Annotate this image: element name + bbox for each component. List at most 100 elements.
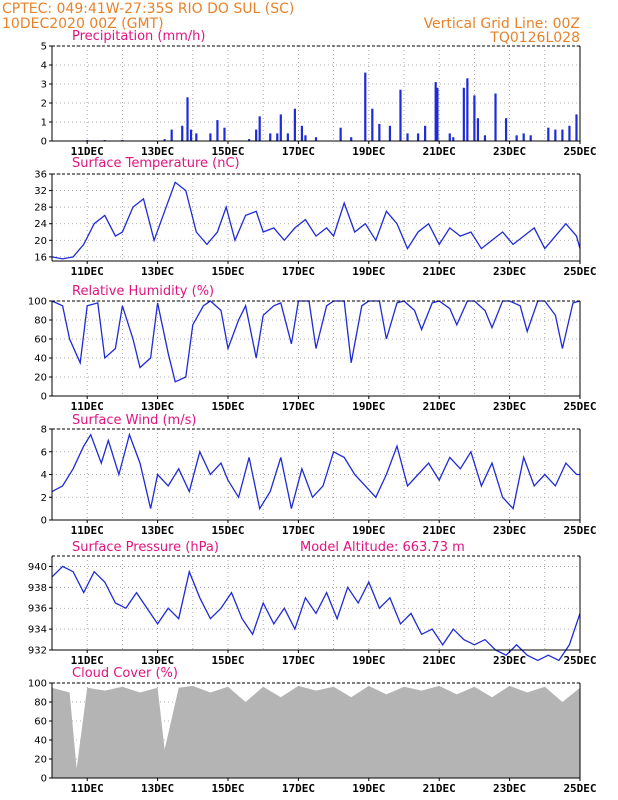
temperature-ytick: 20 (34, 236, 47, 247)
cloud-cover-xtick: 15DEC (211, 782, 244, 795)
precip-bar (436, 87, 439, 141)
cloud-cover-ytick: 0 (41, 774, 47, 785)
precip-bar (314, 137, 318, 141)
precipitation-title: Precipitation (mm/h) (72, 29, 205, 44)
humidity-xtick: 13DEC (141, 400, 174, 413)
precip-bar (483, 135, 487, 141)
pressure-ytick: 934 (28, 625, 47, 636)
precipitation-xtick: 17DEC (282, 145, 315, 158)
precip-bar (434, 82, 437, 141)
humidity-ytick: 40 (34, 354, 47, 365)
precipitation-xtick: 13DEC (141, 145, 174, 158)
wind-panel: Surface Wind (m/s) 0 2 4 6 8 11DEC 13DEC 15DEC 17… (41, 413, 597, 537)
precip-bar (378, 123, 381, 141)
precip-bar (575, 114, 578, 141)
precip-bar (473, 95, 476, 141)
precipitation-xtick: 19DEC (352, 145, 385, 158)
precip-bar (494, 93, 497, 141)
temperature-xtick: 11DEC (71, 265, 104, 278)
temperature-ytick: 24 (34, 219, 47, 230)
wind-line (51, 432, 580, 511)
cloud-cover-xtick: 25DEC (563, 782, 596, 795)
precipitation-xtick: 23DEC (493, 145, 526, 158)
precip-bar (258, 116, 261, 141)
pressure-ytick: 938 (28, 583, 47, 594)
temperature-ytick: 32 (34, 186, 47, 197)
wind-xtick: 11DEC (71, 524, 104, 537)
temperature-xtick: 23DEC (493, 265, 526, 278)
humidity-ytick: 60 (34, 335, 47, 346)
cloud-cover-title: Cloud Cover (%) (72, 666, 178, 681)
header-location: CPTEC: 049:41W-27:35S RIO DO SUL (SC) (2, 1, 294, 17)
precip-bar (504, 118, 508, 141)
precipitation-ytick: 4 (41, 61, 47, 72)
temperature-xtick: 21DEC (423, 265, 456, 278)
humidity-xtick: 25DEC (563, 400, 596, 413)
precip-bar (304, 135, 307, 141)
precip-bar (223, 127, 226, 141)
wind-ytick: 6 (41, 447, 47, 458)
humidity-panel: Relative Humidity (%) 0 20 40 60 80 100 11DEC 13… (28, 284, 597, 413)
precip-bar (350, 137, 353, 141)
precip-bar (339, 127, 342, 141)
precip-bar (248, 139, 251, 141)
humidity-xtick: 23DEC (493, 400, 526, 413)
header-model-id: TQ0126L028 (489, 30, 580, 46)
temperature-xtick: 19DEC (352, 265, 385, 278)
wind-title: Surface Wind (m/s) (72, 413, 196, 428)
wind-ytick: 2 (41, 493, 47, 504)
temperature-xtick: 15DEC (211, 265, 244, 278)
wind-ytick: 8 (41, 425, 47, 436)
pressure-xtick: 17DEC (282, 654, 315, 667)
humidity-ytick: 0 (41, 392, 47, 403)
precip-bar (209, 133, 212, 141)
precip-bar (568, 125, 571, 141)
humidity-ytick: 100 (28, 297, 47, 308)
humidity-ytick: 20 (34, 373, 47, 384)
cloud-cover-ytick: 100 (28, 679, 47, 690)
precip-bar (476, 118, 480, 141)
humidity-line (51, 300, 581, 383)
pressure-xtick: 21DEC (423, 654, 456, 667)
precip-bar (300, 125, 304, 141)
precipitation-ytick: 3 (41, 80, 47, 91)
precipitation-ytick: 1 (41, 118, 47, 129)
precipitation-ytick: 5 (41, 42, 47, 53)
precip-bar (255, 129, 258, 141)
precipitation-xtick: 15DEC (211, 145, 244, 158)
precip-bar (216, 120, 219, 141)
pressure-ytick: 936 (28, 604, 47, 615)
temperature-xtick: 25DEC (563, 265, 596, 278)
wind-ytick: 4 (41, 470, 47, 481)
cloud-cover-xtick: 23DEC (493, 782, 526, 795)
precip-bar (163, 139, 166, 141)
pressure-xtick: 11DEC (71, 654, 104, 667)
cloud-cover-xtick: 11DEC (71, 782, 104, 795)
precipitation-ytick: 0 (41, 137, 47, 148)
cloud-cover-ytick: 60 (34, 717, 47, 728)
temperature-ytick: 36 (34, 170, 47, 181)
cloud-cover-ytick: 40 (34, 736, 47, 747)
humidity-xtick: 11DEC (71, 400, 104, 413)
temperature-line (51, 181, 581, 260)
precip-bar (452, 137, 455, 141)
temperature-title: Surface Temperature (nC) (72, 156, 240, 171)
cloud-cover-ytick: 20 (34, 755, 47, 766)
temperature-panel: Surface Temperature (nC) 16 20 24 28 32 36 11DE… (34, 156, 596, 278)
pressure-ytick: 940 (28, 562, 47, 573)
precip-bar (416, 133, 420, 141)
header-date: 10DEC2020 00Z (GMT) (2, 16, 164, 32)
precip-bar (189, 129, 193, 141)
precip-bar (371, 108, 374, 141)
pressure-xtick: 19DEC (352, 654, 385, 667)
precip-bar (388, 125, 392, 141)
cloud-cover-xtick: 19DEC (352, 782, 385, 795)
cloud-cover-xtick: 21DEC (423, 782, 456, 795)
temperature-ytick: 28 (34, 203, 47, 214)
pressure-title: Surface Pressure (hPa) (72, 540, 219, 555)
precip-bar (279, 114, 282, 141)
pressure-xtick: 15DEC (211, 654, 244, 667)
precip-bar (466, 78, 469, 141)
wind-xtick: 19DEC (352, 524, 385, 537)
